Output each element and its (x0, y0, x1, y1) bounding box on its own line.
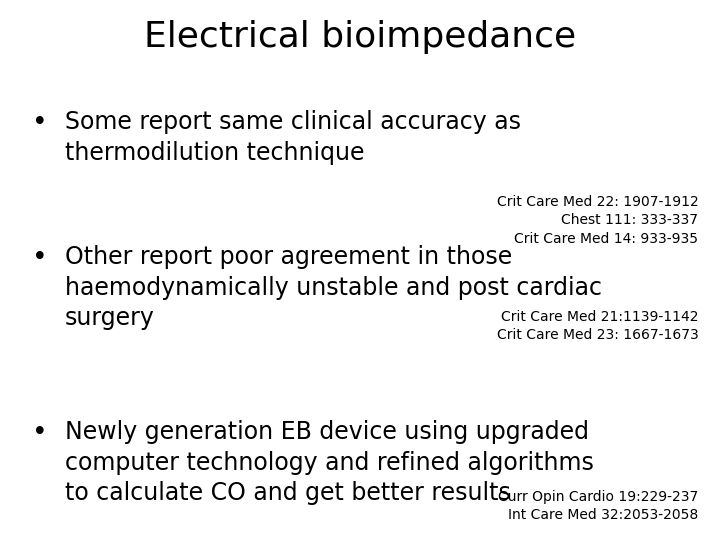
Text: •: • (32, 110, 48, 136)
Text: Other report poor agreement in those
haemodynamically unstable and post cardiac
: Other report poor agreement in those hae… (65, 245, 602, 330)
Text: Crit Care Med 22: 1907-1912
Chest 111: 333-337
Crit Care Med 14: 933-935: Crit Care Med 22: 1907-1912 Chest 111: 3… (497, 195, 698, 246)
Text: Curr Opin Cardio 19:229-237
Int Care Med 32:2053-2058: Curr Opin Cardio 19:229-237 Int Care Med… (498, 490, 698, 522)
Text: Electrical bioimpedance: Electrical bioimpedance (144, 20, 576, 54)
Text: Newly generation EB device using upgraded
computer technology and refined algori: Newly generation EB device using upgrade… (65, 420, 594, 505)
Text: •: • (32, 245, 48, 271)
Text: Some report same clinical accuracy as
thermodilution technique: Some report same clinical accuracy as th… (65, 110, 521, 165)
Text: Crit Care Med 21:1139-1142
Crit Care Med 23: 1667-1673: Crit Care Med 21:1139-1142 Crit Care Med… (497, 310, 698, 342)
Text: •: • (32, 420, 48, 446)
